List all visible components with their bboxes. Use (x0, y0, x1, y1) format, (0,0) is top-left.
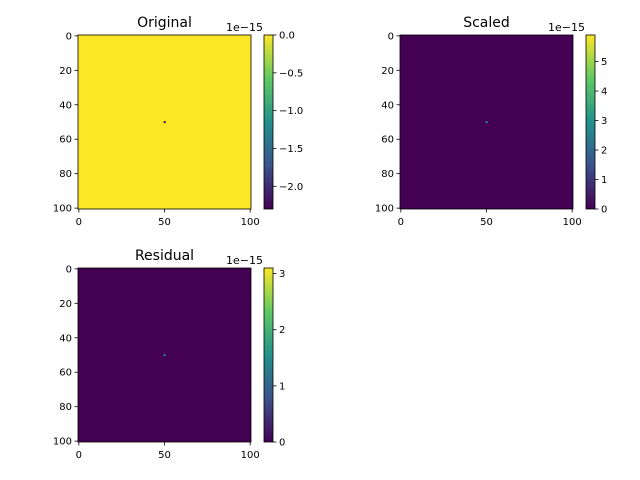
panel-title: Residual (135, 248, 194, 264)
y-tick-label: 60 (381, 135, 394, 146)
y-tick-label: 80 (381, 169, 394, 180)
panel-title: Original (137, 15, 192, 31)
colorbar-offset-label: 1e−15 (226, 254, 263, 267)
colorbar-tick-label: −2.0 (279, 182, 303, 193)
colorbar-tick-label: 2 (279, 325, 285, 336)
y-tick-label: 100 (53, 204, 72, 215)
colorbar-tick-label: 0.0 (279, 31, 295, 42)
colorbar-tick-label: 2 (601, 146, 607, 157)
x-tick-label: 0 (76, 217, 82, 228)
x-tick-label: 50 (480, 217, 493, 228)
heatmap-cell-spike (163, 121, 166, 124)
colorbar-frame (263, 34, 274, 210)
y-tick-label: 0 (388, 31, 394, 42)
y-tick-label: 0 (66, 31, 72, 42)
x-tick-label: 100 (563, 217, 582, 228)
y-tick-label: 40 (59, 100, 72, 111)
colorbar-tick-label: 0 (279, 438, 285, 449)
x-tick-label: 0 (398, 217, 404, 228)
colorbar-frame (585, 34, 596, 210)
colorbar-offset-label: 1e−15 (226, 21, 263, 34)
y-tick-label: 60 (59, 368, 72, 379)
y-tick-label: 40 (59, 333, 72, 344)
y-tick-label: 20 (381, 66, 394, 77)
y-tick-label: 0 (66, 264, 72, 275)
colorbar-tick-label: 3 (601, 116, 607, 127)
y-tick-label: 80 (59, 169, 72, 180)
y-tick-label: 60 (59, 135, 72, 146)
panel-title: Scaled (463, 15, 510, 31)
colorbar-frame (263, 267, 274, 443)
colorbar-tick-label: −1.5 (279, 144, 303, 155)
x-tick-label: 50 (158, 217, 171, 228)
x-tick-label: 50 (158, 450, 171, 461)
x-tick-label: 0 (76, 450, 82, 461)
heatmap-panel-residual: Residual 0 50 100 0 20 40 60 80 100 0 1 2 3 1e−15 (53, 248, 285, 461)
colorbar-tick-label: 1 (279, 381, 285, 392)
colorbar (586, 35, 595, 209)
x-tick-label: 100 (241, 450, 260, 461)
y-tick-label: 100 (53, 437, 72, 448)
heatmap-cell-spike (163, 354, 166, 357)
y-tick-label: 20 (59, 66, 72, 77)
colorbar (264, 35, 273, 209)
heatmap-cell-spike (485, 121, 488, 124)
colorbar-tick-label: 3 (279, 269, 285, 280)
colorbar-tick-label: 0 (601, 205, 607, 216)
colorbar-tick-label: −1.0 (279, 106, 303, 117)
y-tick-label: 40 (381, 100, 394, 111)
y-tick-label: 20 (59, 299, 72, 310)
colorbar-tick-label: 1 (601, 175, 607, 186)
colorbar-tick-label: 4 (601, 87, 607, 98)
x-tick-label: 100 (241, 217, 260, 228)
colorbar (264, 268, 273, 442)
heatmap-panel-original: Original 0 50 100 0 20 40 60 80 100 0.0 −0.5 −1.0 −1.… (53, 15, 303, 228)
heatmap-panel-scaled: Scaled 0 50 100 0 20 40 60 80 100 0 1 2 3 4 5 1e−15 (375, 15, 607, 228)
colorbar-tick-label: 5 (601, 57, 607, 68)
colorbar-tick-label: −0.5 (279, 68, 303, 79)
colorbar-offset-label: 1e−15 (548, 21, 585, 34)
y-tick-label: 80 (59, 402, 72, 413)
y-tick-label: 100 (375, 204, 394, 215)
